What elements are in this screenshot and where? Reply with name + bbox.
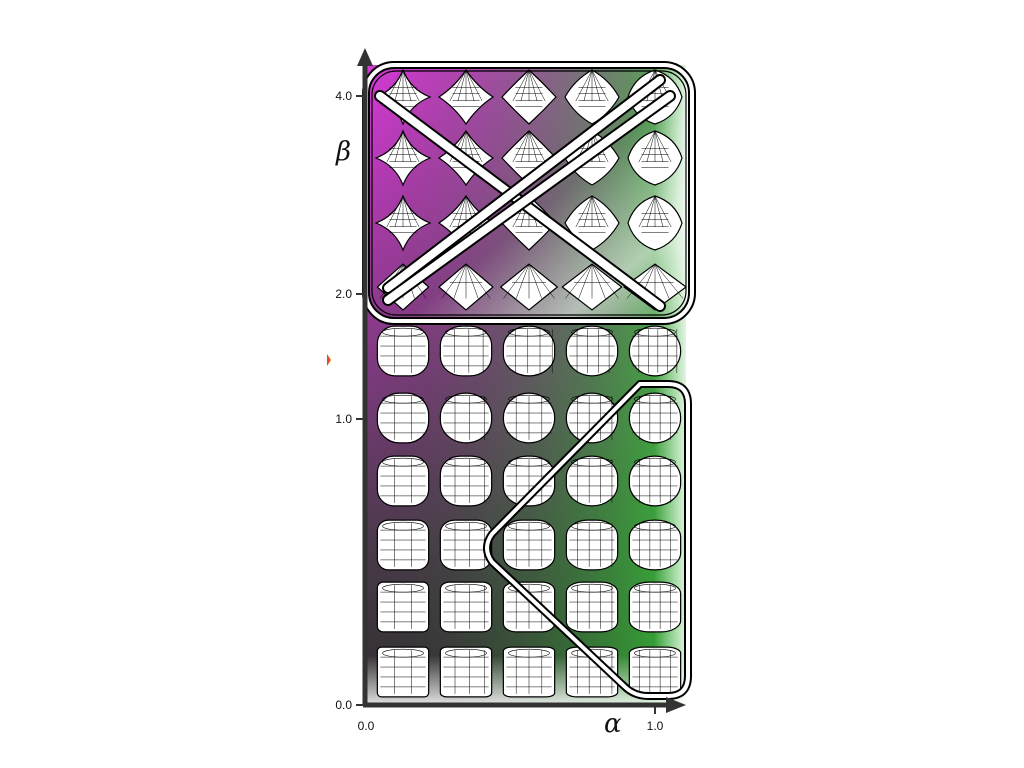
glyph-cell [376, 519, 430, 571]
glyph-cell [439, 646, 493, 698]
glyph-cell [439, 519, 493, 571]
glyph-cell [628, 455, 682, 507]
glyph-cell [502, 392, 556, 444]
glyph-cell [565, 325, 619, 377]
glyph-cell [628, 325, 682, 377]
y-axis-symbol: β [335, 137, 351, 167]
glyph-cell [374, 68, 432, 126]
glyph-cell [502, 581, 556, 633]
glyph-cell [628, 581, 682, 633]
upper-region-outline [362, 61, 696, 325]
y-tick-2: 2.0 [335, 287, 352, 301]
y-tick-4: 4.0 [335, 89, 352, 103]
glyph-cell [501, 69, 557, 125]
glyph-cell [374, 194, 432, 252]
axes [356, 48, 686, 714]
upper-region-cross [374, 74, 676, 312]
glyph-cell [565, 519, 619, 571]
glyph-cell [628, 646, 682, 698]
glyph-cell [376, 392, 430, 444]
x-tick-1: 1.0 [647, 719, 664, 733]
glyph-cell [565, 392, 619, 444]
glyph-cell [438, 263, 494, 311]
glyph-cell [565, 581, 619, 633]
y-axis-arrow [357, 48, 373, 66]
glyph-cell [439, 325, 493, 377]
glyph-cell [561, 263, 623, 311]
glyph-cell [500, 263, 558, 311]
glyph-cell [439, 581, 493, 633]
x-axis-symbol: α [604, 709, 622, 739]
glyph-cell [628, 392, 682, 444]
glyph-cell [374, 129, 432, 187]
x-tick-0: 0.0 [358, 719, 375, 733]
highlight-outlines [362, 61, 696, 700]
glyph-cell [439, 455, 493, 507]
glyph-cell [502, 519, 556, 571]
glyph-cell [502, 325, 556, 377]
glyph-cell [564, 69, 620, 125]
glyph-cell [376, 646, 430, 698]
edge-marker [327, 354, 331, 366]
y-tick-1: 1.0 [335, 412, 352, 426]
glyph-cell [628, 519, 682, 571]
lower-right-region-outline [483, 380, 692, 700]
glyph-cell [502, 646, 556, 698]
glyph-cell [437, 68, 495, 126]
glyph-cell [376, 455, 430, 507]
axis-labels: 4.0 2.0 1.0 0.0 0.0 1.0 β α [335, 89, 664, 739]
glyph-cell [565, 455, 619, 507]
glyph-cell [439, 392, 493, 444]
y-tick-0: 0.0 [335, 698, 352, 712]
glyph-cell [376, 325, 430, 377]
glyph-cell [565, 646, 619, 698]
glyph-cell [627, 130, 683, 186]
glyph-cell [376, 581, 430, 633]
x-axis-arrow [666, 697, 686, 713]
glyph-cell [627, 195, 683, 251]
